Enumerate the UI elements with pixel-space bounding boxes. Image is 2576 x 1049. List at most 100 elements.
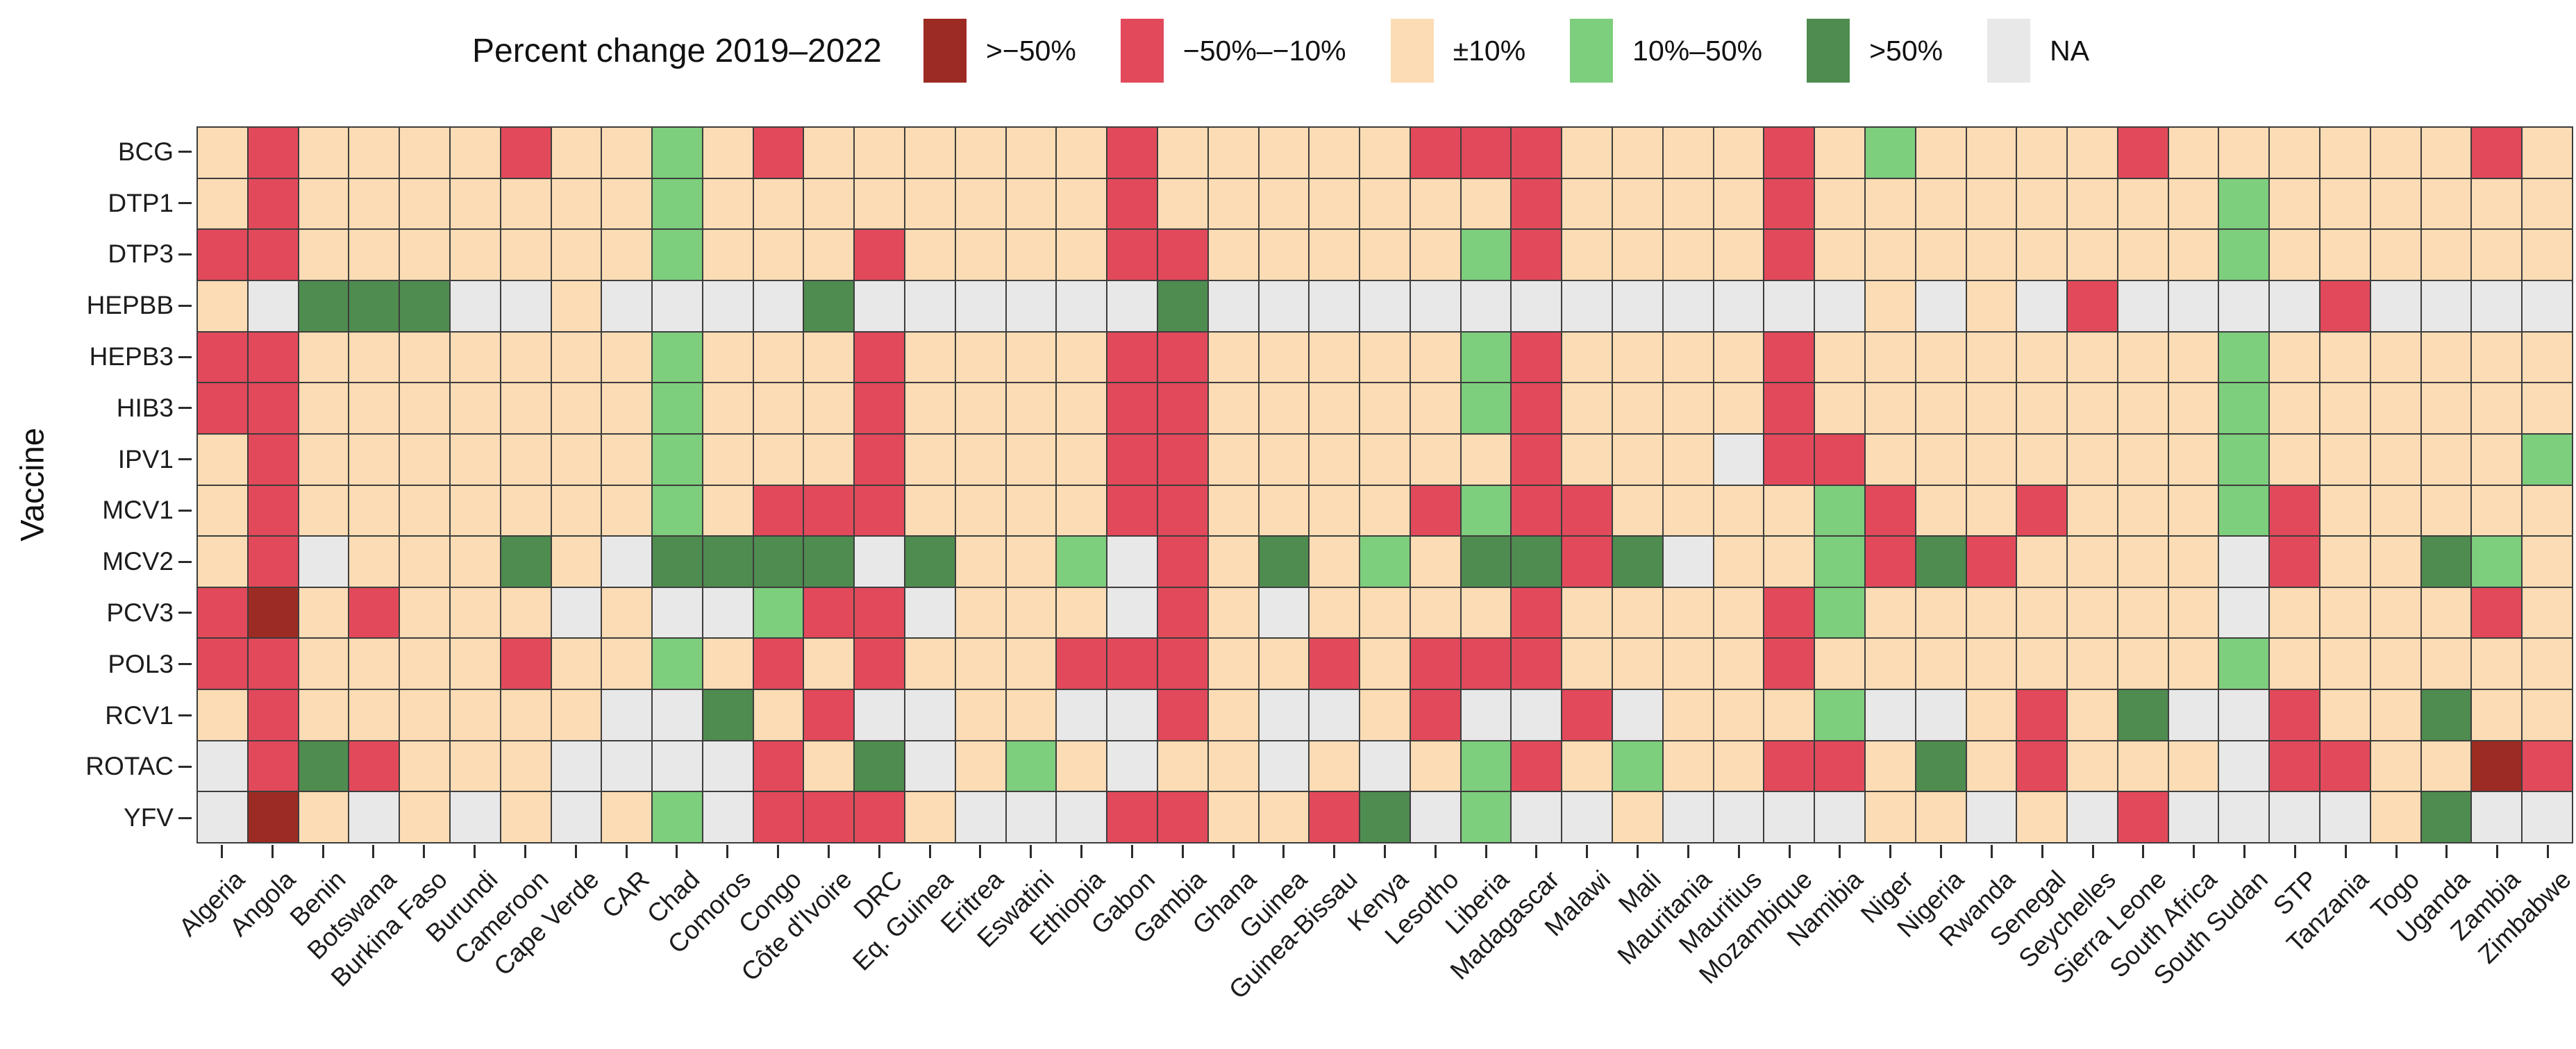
heatmap-cell <box>905 434 955 485</box>
heatmap-cell <box>299 128 349 178</box>
heatmap-cell <box>1512 587 1562 638</box>
heatmap-cell <box>1006 485 1056 536</box>
heatmap-cell <box>1410 434 1460 485</box>
heatmap-cell <box>1410 383 1460 433</box>
heatmap-cell <box>198 690 247 740</box>
heatmap-cell <box>1208 690 1258 740</box>
legend-item: NA <box>1987 19 2089 83</box>
heatmap-cell <box>501 128 551 178</box>
heatmap-cell <box>1663 741 1713 791</box>
heatmap-cell <box>1815 230 1864 280</box>
heatmap-cell <box>955 434 1005 485</box>
heatmap-cell <box>2219 332 2269 383</box>
y-axis-tick <box>178 560 192 563</box>
heatmap-cell <box>1157 792 1207 842</box>
heatmap-cell <box>1865 280 1915 331</box>
y-axis-tick <box>178 714 192 717</box>
heatmap-cell <box>1310 639 1360 689</box>
heatmap-cell <box>2168 128 2218 178</box>
heatmap-cell <box>1966 741 2016 791</box>
heatmap-cell <box>804 332 854 383</box>
heatmap-cell <box>501 537 551 587</box>
heatmap-cell <box>955 741 1005 791</box>
heatmap-cell <box>1613 587 1662 638</box>
heatmap-cell <box>551 280 601 331</box>
y-axis-tick <box>178 509 192 512</box>
x-axis-tick <box>1839 845 1841 858</box>
heatmap-cell <box>1107 434 1157 485</box>
heatmap-cell <box>1157 383 1207 433</box>
heatmap-cell <box>1410 280 1460 331</box>
heatmap-cell <box>1410 230 1460 280</box>
heatmap-cell <box>349 434 399 485</box>
heatmap-cell <box>703 792 753 842</box>
legend-title: Percent change 2019–2022 <box>472 32 882 69</box>
heatmap-cell <box>1916 280 1966 331</box>
heatmap-cell <box>2472 280 2522 331</box>
heatmap-cell <box>1208 639 1258 689</box>
heatmap-cell <box>501 690 551 740</box>
heatmap-cell <box>2017 639 2067 689</box>
heatmap-cell <box>804 485 854 536</box>
heatmap-cell <box>1259 332 1309 383</box>
heatmap-cell <box>2219 383 2269 433</box>
heatmap-cell <box>1512 434 1562 485</box>
heatmap-cell <box>349 332 399 383</box>
heatmap-cell <box>1157 537 1207 587</box>
heatmap-cell <box>1916 792 1966 842</box>
heatmap-cell <box>1208 383 1258 433</box>
heatmap-cell <box>1360 537 1410 587</box>
heatmap-cell <box>2118 280 2168 331</box>
heatmap-cell <box>1562 690 1612 740</box>
heatmap-cell <box>2472 792 2522 842</box>
heatmap-cell <box>1360 383 1410 433</box>
heatmap-cell <box>1663 332 1713 383</box>
heatmap-cell <box>1360 434 1410 485</box>
heatmap-cell <box>1764 128 1814 178</box>
heatmap-cell <box>1714 434 1764 485</box>
heatmap-cell <box>855 280 905 331</box>
heatmap-cell <box>2017 332 2067 383</box>
heatmap-cell <box>653 485 702 536</box>
heatmap-cell <box>1360 230 1410 280</box>
x-axis-tick <box>2496 845 2499 858</box>
heatmap-cell <box>804 383 854 433</box>
heatmap-cell <box>1310 128 1360 178</box>
heatmap-cell <box>551 332 601 383</box>
heatmap-cell <box>703 587 753 638</box>
heatmap-cell <box>400 792 449 842</box>
heatmap-cell <box>1057 332 1107 383</box>
heatmap-cell <box>2017 280 2067 331</box>
heatmap-cell <box>248 434 298 485</box>
heatmap-cell <box>2118 128 2168 178</box>
heatmap-cell <box>2523 792 2572 842</box>
x-axis-tick <box>1434 845 1437 858</box>
heatmap-cell <box>450 485 500 536</box>
heatmap-cell <box>1764 587 1814 638</box>
heatmap-cell <box>905 485 955 536</box>
y-axis-tick <box>178 151 192 153</box>
heatmap-cell <box>2421 178 2471 229</box>
heatmap-cell <box>2068 587 2117 638</box>
heatmap-cell <box>2523 639 2572 689</box>
heatmap-cell <box>2523 383 2572 433</box>
heatmap-cell <box>2219 690 2269 740</box>
heatmap-cell <box>1208 230 1258 280</box>
heatmap-cell <box>1663 178 1713 229</box>
heatmap-cell <box>753 485 803 536</box>
heatmap-cell <box>501 639 551 689</box>
heatmap-cell <box>855 690 905 740</box>
legend-item-label: −50%–−10% <box>1182 34 1346 67</box>
heatmap-cell <box>2472 230 2522 280</box>
heatmap-cell <box>2270 434 2320 485</box>
heatmap-cell <box>1410 485 1460 536</box>
heatmap-cell <box>753 792 803 842</box>
heatmap-cell <box>1157 639 1207 689</box>
heatmap-cell <box>905 792 955 842</box>
heatmap-cell <box>1916 485 1966 536</box>
heatmap-cell <box>1764 639 1814 689</box>
heatmap-cell <box>1613 128 1662 178</box>
heatmap-cell <box>1764 434 1814 485</box>
heatmap-cell <box>1360 178 1410 229</box>
heatmap-cell <box>1613 332 1662 383</box>
